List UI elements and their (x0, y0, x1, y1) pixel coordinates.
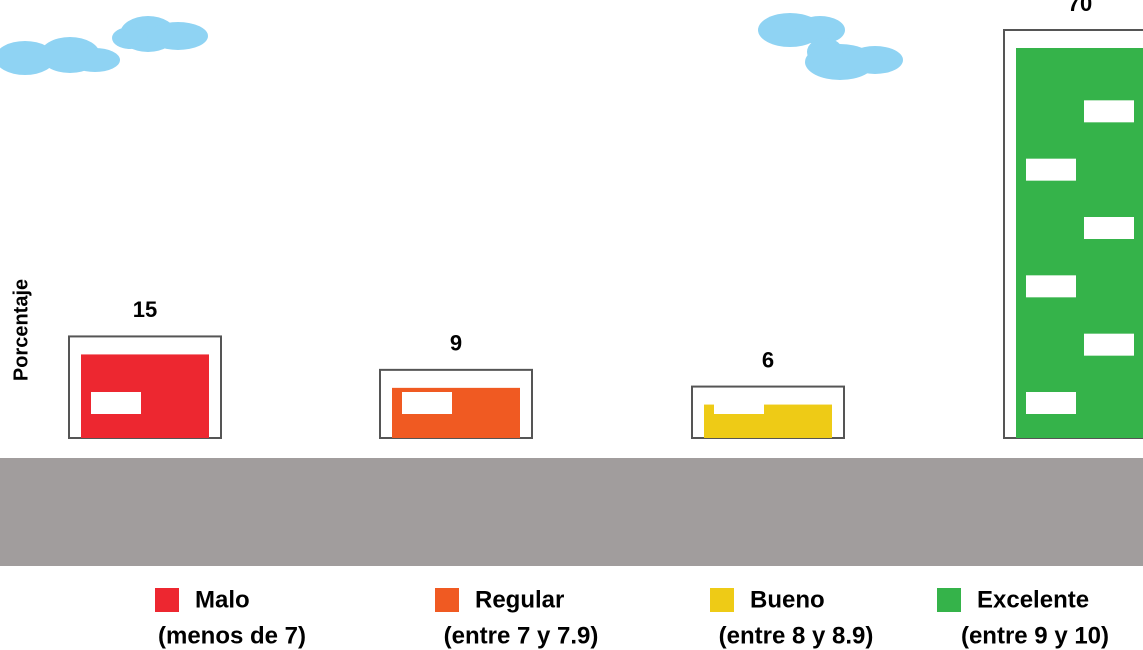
data-label: 15 (133, 297, 157, 322)
legend-swatch (155, 588, 179, 612)
chart: Porcentaje 15 Malo (menos de 7) 9 Regular (en… (0, 0, 1143, 650)
clouds (0, 13, 903, 80)
data-label: 70 (1068, 0, 1092, 16)
window (1026, 275, 1076, 297)
legend-swatch (435, 588, 459, 612)
data-label: 9 (450, 331, 462, 356)
data-label: 6 (762, 347, 774, 372)
window (1084, 100, 1134, 122)
legend-label: Malo (195, 586, 250, 613)
legend-description: (entre 8 y 8.9) (719, 622, 874, 649)
legend-swatch (937, 588, 961, 612)
window (1026, 159, 1076, 181)
window (1084, 217, 1134, 239)
legend-swatch (710, 588, 734, 612)
window (91, 392, 141, 414)
y-axis-label: Porcentaje (10, 279, 32, 381)
window (402, 392, 452, 414)
window (1026, 392, 1076, 414)
legend-label: Bueno (750, 586, 825, 613)
window (714, 392, 764, 414)
legend-label: Excelente (977, 586, 1089, 613)
window (1084, 334, 1134, 356)
ground (0, 458, 1143, 566)
legend-description: (entre 7 y 7.9) (444, 622, 599, 649)
legend-description: (entre 9 y 10) (961, 622, 1109, 649)
legend-label: Regular (475, 586, 564, 613)
legend-description: (menos de 7) (158, 622, 306, 649)
